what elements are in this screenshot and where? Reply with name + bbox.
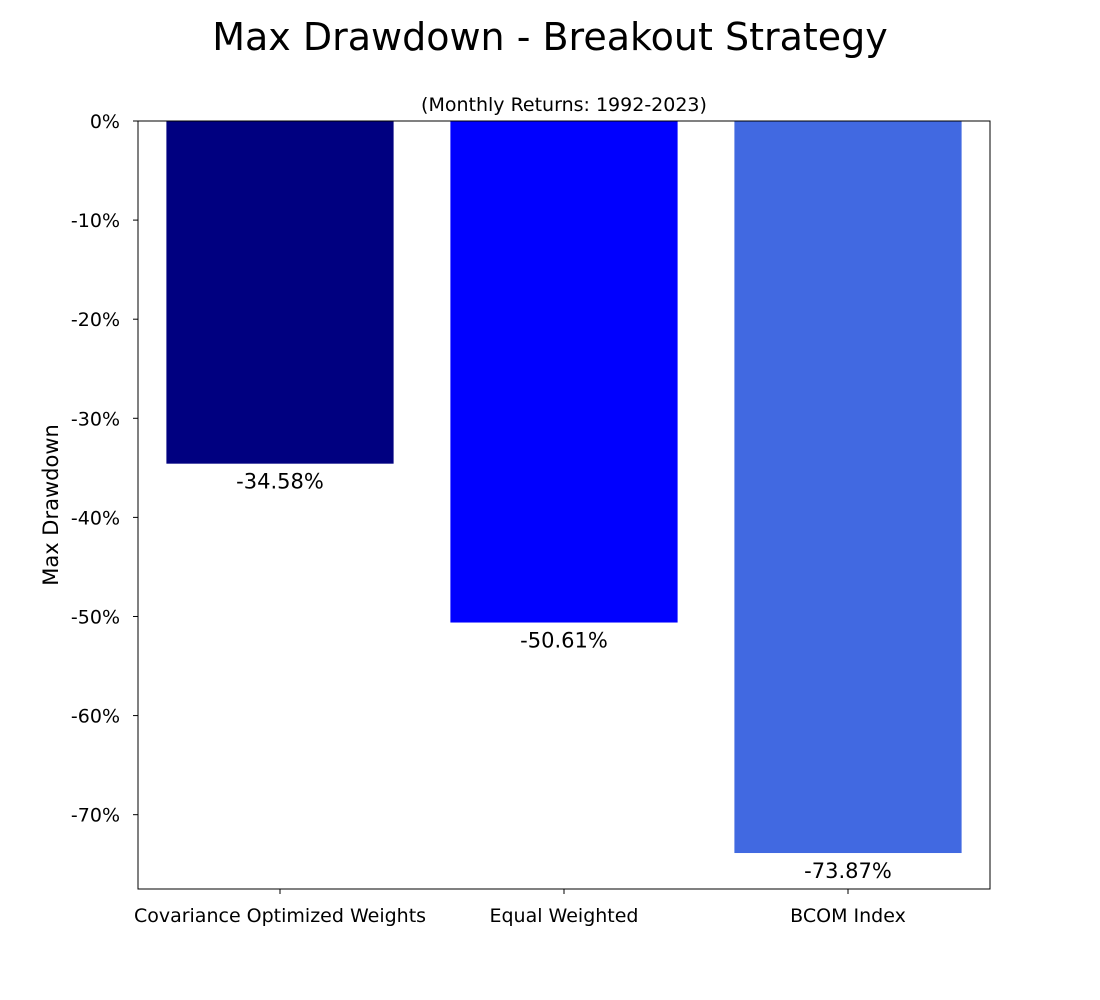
data-label: -73.87% [804, 859, 892, 883]
data-label: -50.61% [520, 629, 608, 653]
chart-title: Max Drawdown - Breakout Strategy [212, 15, 888, 59]
x-tick-label: BCOM Index [790, 905, 906, 927]
y-axis-label: Max Drawdown [39, 424, 63, 586]
y-tick-label: 0% [90, 111, 120, 133]
x-tick-label: Equal Weighted [489, 905, 638, 927]
y-tick-label: -50% [71, 606, 120, 628]
data-label: -34.58% [236, 470, 324, 494]
plot-area: Covariance Optimized Weights -34.58% Equal… [71, 111, 991, 927]
y-tick-label: -10% [71, 210, 120, 232]
y-tick-label: -70% [71, 805, 120, 827]
plot-frame [137, 120, 991, 890]
bar [734, 121, 962, 854]
chart-subtitle: (Monthly Returns: 1992-2023) [421, 94, 707, 116]
y-tick-label: -30% [71, 408, 120, 430]
y-tick-label: -40% [71, 507, 120, 529]
bar [450, 121, 678, 623]
bar [166, 121, 394, 464]
x-tick-label: Covariance Optimized Weights [134, 905, 426, 927]
y-tick-label: -60% [71, 706, 120, 728]
y-tick-label: -20% [71, 309, 120, 331]
